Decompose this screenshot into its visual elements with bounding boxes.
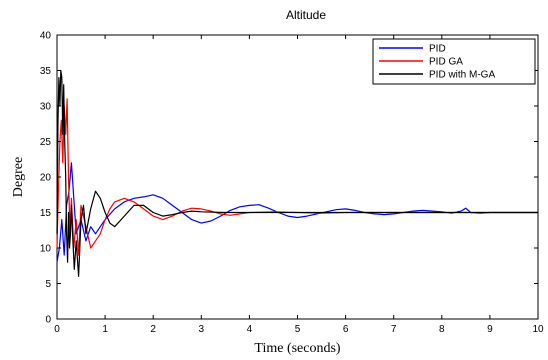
ticks-layer: 0 1 2 3 4 5 6 7 8 9 10 0 5 10 15 20 25 30 35 40 xyxy=(40,31,544,336)
legend: PID PID GA PID with M-GA xyxy=(372,38,536,85)
x-axis-label: Time (seconds) xyxy=(254,341,341,356)
x-tick-label: 4 xyxy=(247,324,253,335)
legend-label-pid-ga: PID GA xyxy=(429,57,463,68)
y-tick-label: 5 xyxy=(45,279,51,290)
y-tick-label: 30 xyxy=(40,102,52,113)
y-tick-label: 40 xyxy=(40,31,52,42)
y-axis-label: Degree xyxy=(11,157,26,197)
x-tick-label: 9 xyxy=(487,324,493,335)
y-tick-label: 20 xyxy=(40,173,52,184)
series-layer xyxy=(56,69,538,277)
x-tick-label: 0 xyxy=(54,324,60,335)
x-tick-label: 3 xyxy=(199,324,205,335)
series-line-pid-with-m-ga xyxy=(56,69,538,277)
x-tick-label: 1 xyxy=(102,324,108,335)
y-tick-label: 35 xyxy=(40,66,52,77)
x-tick-label: 7 xyxy=(391,324,397,335)
y-tick-label: 10 xyxy=(40,244,52,255)
x-tick-label: 10 xyxy=(532,324,544,335)
y-tick-label: 0 xyxy=(45,315,51,326)
x-tick-label: 6 xyxy=(343,324,349,335)
x-tick-label: 2 xyxy=(150,324,156,335)
legend-label-pid: PID xyxy=(429,44,446,55)
chart-title: Altitude xyxy=(286,8,326,22)
x-tick-label: 8 xyxy=(439,324,445,335)
legend-label-pid-with-m-ga: PID with M-GA xyxy=(429,70,495,81)
series-line-pid xyxy=(56,162,538,263)
y-tick-label: 25 xyxy=(40,137,52,148)
x-tick-label: 5 xyxy=(295,324,301,335)
y-tick-label: 15 xyxy=(40,208,52,219)
